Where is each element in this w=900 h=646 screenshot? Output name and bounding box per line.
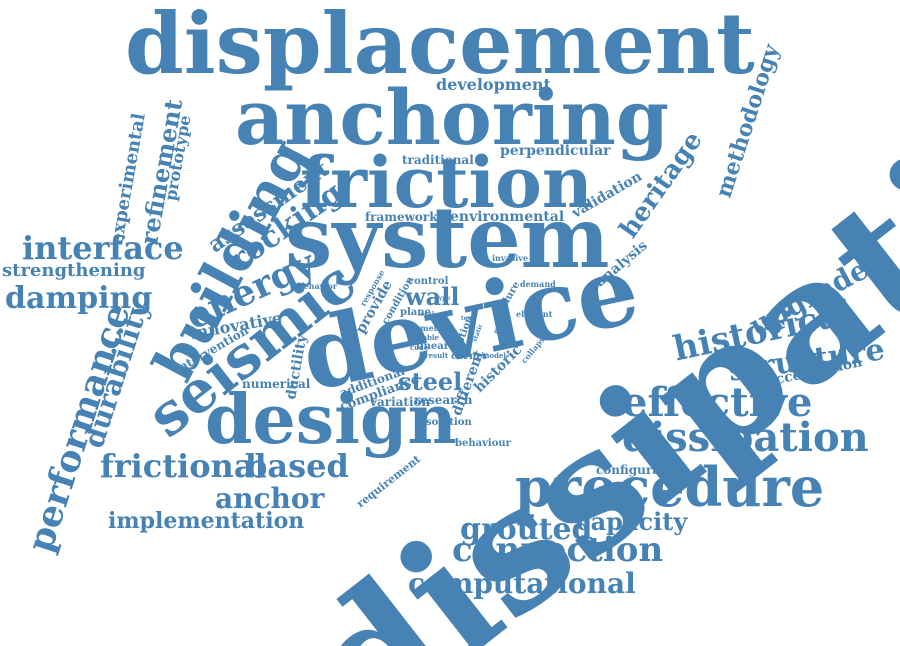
word-computational: computational: [408, 567, 636, 600]
word-research: research: [414, 393, 473, 407]
word-perpendicular: perpendicular: [500, 143, 611, 159]
word-model: model: [482, 351, 507, 360]
word-reliable: reliable: [409, 333, 440, 342]
word-variation: variation: [370, 395, 431, 409]
word-behaviour: behaviour: [455, 438, 511, 449]
word-effective: effective: [622, 379, 813, 426]
word-environmental: environmental: [450, 209, 565, 225]
word-design: design: [205, 380, 457, 460]
word-dissipation: dissipation: [622, 414, 869, 461]
word-framework: framework: [365, 210, 438, 224]
word-based: based: [245, 447, 349, 485]
word-result: result: [425, 351, 449, 360]
word-configuration: configuration: [596, 463, 687, 477]
word-wall: wall: [405, 282, 460, 311]
word-interface: interface: [22, 229, 184, 267]
word-control: control: [408, 276, 449, 287]
word-numerical: numerical: [242, 377, 311, 391]
word-behavior: behavior: [298, 281, 337, 291]
word-system: system: [285, 188, 610, 287]
word-code: code: [410, 343, 429, 352]
word-anchoring: anchoring: [235, 73, 670, 162]
word-type: type: [436, 295, 451, 302]
word-test: test: [461, 315, 474, 322]
word-anchor: anchor: [215, 482, 325, 515]
word-corner: corner: [451, 351, 488, 362]
word-damping: damping: [5, 281, 153, 316]
word-element: element: [516, 309, 553, 319]
word-friction: friction: [300, 141, 593, 224]
word-displacement: displacement: [125, 0, 755, 93]
word-frictional: frictional: [100, 447, 267, 485]
word-grouted: grouted: [460, 512, 593, 547]
word-strengthening: strengthening: [2, 260, 146, 281]
word-plane: plane: [400, 307, 431, 318]
word-procedure: procedure: [515, 455, 825, 519]
word-implementation: implementation: [108, 508, 305, 534]
word-local: local: [418, 311, 435, 318]
word-linear: linear: [416, 341, 449, 352]
word-traditional: traditional: [402, 153, 474, 167]
word-demand: demand: [520, 279, 556, 289]
word-development: development: [436, 75, 551, 94]
word-capacity: capacity: [576, 507, 688, 536]
word-connection: connection: [452, 530, 664, 570]
word-method: method: [420, 323, 454, 333]
word-solution: solution: [426, 417, 472, 428]
word-steel: steel: [398, 367, 463, 396]
word-invasive: invasive: [492, 253, 528, 263]
